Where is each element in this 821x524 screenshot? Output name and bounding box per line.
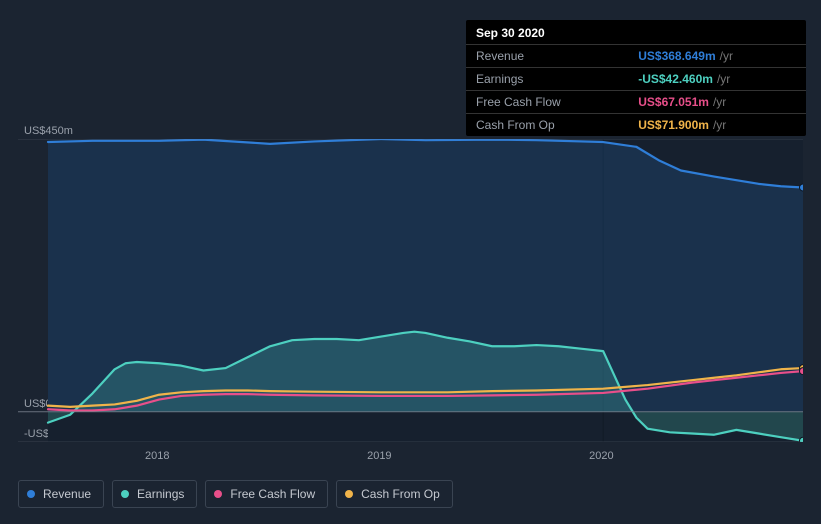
tooltip-metric-value: -US$42.460m/yr [628, 68, 806, 91]
tooltip-metric-label: Revenue [466, 45, 628, 68]
x-axis-label: 2018 [145, 450, 169, 462]
tooltip-metric-value: US$67.051m/yr [628, 91, 806, 114]
tooltip-row: Free Cash FlowUS$67.051m/yr [466, 91, 806, 114]
legend-item-fcf[interactable]: Free Cash Flow [205, 480, 328, 508]
chart-legend: Revenue Earnings Free Cash Flow Cash From O… [18, 480, 453, 508]
line-area-chart[interactable] [18, 139, 803, 442]
tooltip-table: RevenueUS$368.649m/yrEarnings-US$42.460m… [466, 44, 806, 136]
chart-container: Sep 30 2020 RevenueUS$368.649m/yrEarning… [0, 0, 821, 524]
tooltip-metric-label: Cash From Op [466, 114, 628, 137]
legend-dot [214, 490, 222, 498]
legend-item-revenue[interactable]: Revenue [18, 480, 104, 508]
x-axis-label: 2020 [589, 450, 613, 462]
tooltip-date: Sep 30 2020 [466, 20, 806, 44]
legend-dot [121, 490, 129, 498]
legend-item-cash_op[interactable]: Cash From Op [336, 480, 453, 508]
legend-label: Earnings [137, 487, 184, 501]
tooltip-row: RevenueUS$368.649m/yr [466, 45, 806, 68]
legend-dot [27, 490, 35, 498]
x-axis-label: 2019 [367, 450, 391, 462]
chart-tooltip: Sep 30 2020 RevenueUS$368.649m/yrEarning… [466, 20, 806, 136]
legend-label: Cash From Op [361, 487, 440, 501]
y-axis-label: US$450m [24, 125, 73, 137]
legend-dot [345, 490, 353, 498]
legend-label: Revenue [43, 487, 91, 501]
tooltip-metric-label: Free Cash Flow [466, 91, 628, 114]
tooltip-metric-value: US$368.649m/yr [628, 45, 806, 68]
tooltip-metric-value: US$71.900m/yr [628, 114, 806, 137]
legend-item-earnings[interactable]: Earnings [112, 480, 197, 508]
tooltip-metric-label: Earnings [466, 68, 628, 91]
tooltip-row: Earnings-US$42.460m/yr [466, 68, 806, 91]
legend-label: Free Cash Flow [230, 487, 315, 501]
tooltip-row: Cash From OpUS$71.900m/yr [466, 114, 806, 137]
